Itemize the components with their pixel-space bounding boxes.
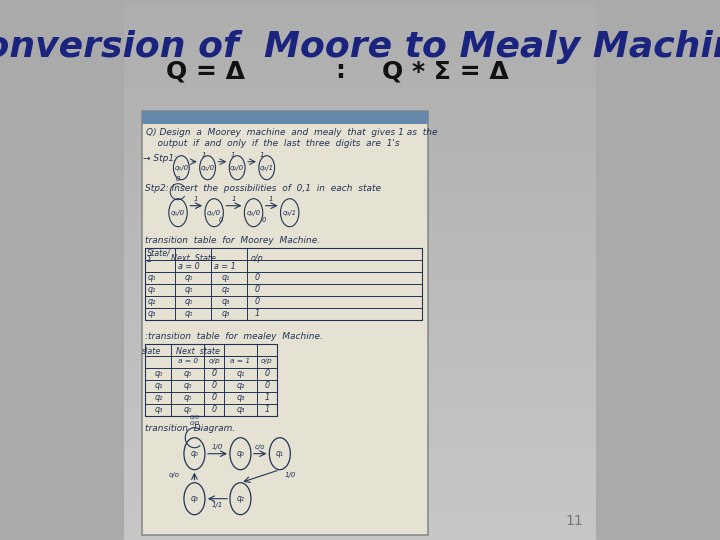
Text: q₁/0: q₁/0 — [201, 165, 215, 171]
Bar — [142, 111, 428, 535]
Text: q₂: q₂ — [154, 393, 163, 402]
Text: q₁: q₁ — [236, 369, 245, 377]
Text: Q * Σ = Δ: Q * Σ = Δ — [382, 59, 509, 83]
Text: o/o: o/o — [169, 472, 180, 478]
Text: q₀: q₀ — [184, 404, 192, 414]
Text: 1: 1 — [202, 152, 206, 158]
Text: q₃: q₃ — [236, 404, 245, 414]
Text: q₃: q₃ — [148, 309, 156, 318]
Text: q₂: q₂ — [221, 285, 230, 294]
Text: Stp2: Insert  the  possibilities  of  0,1  in  each  state: Stp2: Insert the possibilities of 0,1 in… — [145, 184, 381, 193]
Text: q₀: q₀ — [184, 393, 192, 402]
Text: slate: slate — [142, 347, 161, 356]
Text: q₁: q₁ — [221, 273, 230, 282]
Bar — [142, 111, 428, 535]
Text: q₀: q₀ — [148, 273, 156, 282]
Text: Conversion of  Moore to Mealy Machine: Conversion of Moore to Mealy Machine — [0, 30, 720, 64]
Text: 0: 0 — [254, 296, 259, 306]
Text: q₃: q₃ — [191, 494, 199, 503]
Text: Q = Δ: Q = Δ — [166, 59, 245, 83]
Text: 1: 1 — [232, 195, 236, 202]
Text: q₀: q₀ — [185, 285, 194, 294]
Text: q₁: q₁ — [154, 381, 163, 390]
Text: o/p: o/p — [208, 357, 220, 364]
Text: 0/0
0/0: 0/0 0/0 — [189, 415, 199, 426]
Text: 1: 1 — [264, 404, 269, 414]
Bar — [142, 111, 428, 124]
Text: 0: 0 — [254, 273, 259, 282]
Text: c/o: c/o — [255, 444, 266, 450]
Text: q₀: q₀ — [236, 449, 244, 458]
Text: o/p: o/p — [261, 357, 273, 364]
Text: output  if  and  only  if  the  last  three  digits  are  1's: output if and only if the last three dig… — [146, 139, 400, 148]
Text: 1/0: 1/0 — [285, 472, 297, 478]
Text: 1: 1 — [264, 393, 269, 402]
Text: q₂: q₂ — [236, 381, 245, 390]
Text: q₃/1: q₃/1 — [283, 210, 297, 215]
Text: :: : — [336, 59, 345, 83]
Text: 0: 0 — [254, 285, 259, 294]
Text: q₀: q₀ — [184, 369, 192, 377]
Text: Next  state: Next state — [176, 347, 220, 356]
Text: 1: 1 — [231, 152, 235, 158]
Text: q₁/0: q₁/0 — [207, 210, 221, 215]
Text: a = 0: a = 0 — [178, 357, 198, 364]
Text: q₂: q₂ — [148, 296, 156, 306]
Text: q₂/0: q₂/0 — [230, 165, 244, 171]
Text: 1: 1 — [254, 309, 259, 318]
Text: 1: 1 — [269, 195, 274, 202]
Text: 0: 0 — [212, 369, 217, 377]
Text: 11: 11 — [566, 514, 583, 528]
Text: q₀: q₀ — [185, 273, 194, 282]
Text: q₁: q₁ — [148, 285, 156, 294]
Text: 1/0: 1/0 — [212, 444, 223, 450]
Text: Q) Design  a  Moorey  machine  and  mealy  that  gives 1 as  the: Q) Design a Moorey machine and mealy tha… — [146, 127, 437, 137]
Text: 0: 0 — [264, 381, 269, 390]
Text: transition  table  for  Moorey  Machine.: transition table for Moorey Machine. — [145, 235, 320, 245]
Text: 0: 0 — [176, 176, 180, 181]
Text: Σ: Σ — [146, 255, 151, 264]
Text: 0: 0 — [218, 217, 223, 222]
Text: transition  Diagram.: transition Diagram. — [145, 424, 235, 433]
Text: 0: 0 — [212, 404, 217, 414]
Text: 0: 0 — [212, 393, 217, 402]
Text: q₁: q₁ — [276, 449, 284, 458]
Text: State/: State/ — [146, 249, 171, 258]
Text: :transition  table  for  mealey  Machine.: :transition table for mealey Machine. — [145, 332, 323, 341]
Text: q₃: q₃ — [221, 309, 230, 318]
Text: q₃: q₃ — [236, 393, 245, 402]
Text: Next  State: Next State — [171, 254, 215, 262]
Text: q₀: q₀ — [184, 381, 192, 390]
Text: a = 0: a = 0 — [179, 262, 200, 271]
Text: q₂: q₂ — [236, 494, 244, 503]
Text: o/p: o/p — [251, 254, 264, 262]
Text: q₀/0: q₀/0 — [171, 210, 185, 215]
Text: a = 1: a = 1 — [230, 357, 251, 364]
Text: q₂/0: q₂/0 — [246, 210, 261, 215]
Text: a = 1: a = 1 — [215, 262, 236, 271]
Text: 1: 1 — [194, 195, 198, 202]
Text: 0: 0 — [264, 369, 269, 377]
Bar — [145, 343, 276, 416]
Text: 1/1: 1/1 — [212, 502, 223, 508]
Text: 0: 0 — [261, 217, 266, 222]
Text: q₀: q₀ — [185, 309, 194, 318]
Text: 1: 1 — [260, 152, 264, 158]
Text: → Stp1:: → Stp1: — [143, 154, 180, 163]
Text: q₀: q₀ — [185, 296, 194, 306]
Bar — [145, 248, 422, 320]
Text: q₃: q₃ — [221, 296, 230, 306]
Text: q₃: q₃ — [154, 404, 163, 414]
Text: q₀: q₀ — [154, 369, 163, 377]
Text: q₃/1: q₃/1 — [260, 165, 274, 171]
Text: q₀: q₀ — [191, 449, 199, 458]
Text: q₀/0: q₀/0 — [174, 165, 189, 171]
Text: 0: 0 — [212, 381, 217, 390]
